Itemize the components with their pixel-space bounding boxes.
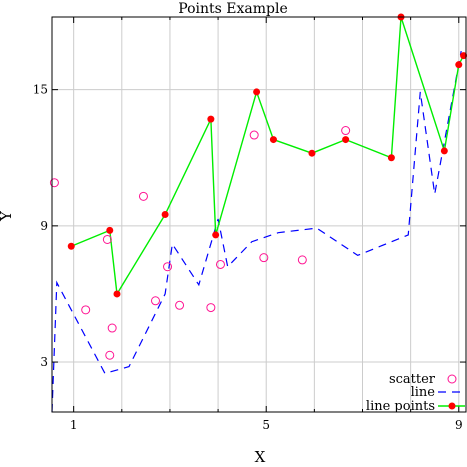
line-points-marker (269, 136, 277, 144)
scatter-point (105, 350, 115, 360)
scatter-point (215, 259, 225, 269)
scatter-point (341, 126, 351, 136)
y-tick-label: 15 (33, 83, 48, 97)
scatter-point (138, 191, 148, 201)
line-points-marker (113, 290, 121, 298)
x-axis-label: X (255, 448, 266, 466)
scatter-point (206, 303, 216, 313)
legend-scatter-swatch (447, 374, 457, 384)
plot-series (49, 13, 467, 413)
line-points-marker (455, 61, 463, 69)
x-tick-label: 5 (262, 418, 270, 432)
grid (52, 17, 466, 412)
scatter-point (151, 296, 160, 306)
scatter-point (102, 234, 112, 244)
legend-line-points-swatch-marker (448, 402, 456, 410)
line-points-marker (253, 88, 261, 96)
line-points-marker (106, 226, 114, 234)
x-tick-label: 9 (455, 418, 463, 432)
y-axis-label: Y (0, 210, 15, 222)
line-points-series-line (70, 16, 465, 297)
legend-label: line points (366, 399, 435, 414)
x-tick-label: 1 (70, 418, 78, 432)
line-points-marker (308, 149, 316, 157)
chart-title: Points Example (178, 1, 288, 17)
scatter-point (297, 255, 307, 265)
line-points-marker (387, 154, 395, 162)
y-tick-label: 9 (40, 219, 48, 233)
scatter-point (249, 130, 259, 140)
legend-label: scatter (389, 372, 436, 387)
line-points-marker (161, 211, 169, 218)
scatter-point (175, 300, 185, 310)
line-points-marker (342, 136, 350, 144)
scatter-point (259, 253, 269, 263)
plot-frame (51, 16, 467, 413)
line-points-marker (207, 115, 215, 123)
legend-label: line (411, 385, 436, 400)
scatter-point (163, 262, 173, 272)
line-points-marker (67, 242, 75, 250)
y-tick-label: 3 (40, 355, 48, 369)
scatter-point (81, 305, 91, 315)
line-points-marker (212, 231, 220, 239)
line-points-marker (460, 52, 467, 60)
scatter-point (107, 323, 117, 333)
scatter-point (49, 178, 59, 188)
line-points-marker (440, 147, 448, 155)
